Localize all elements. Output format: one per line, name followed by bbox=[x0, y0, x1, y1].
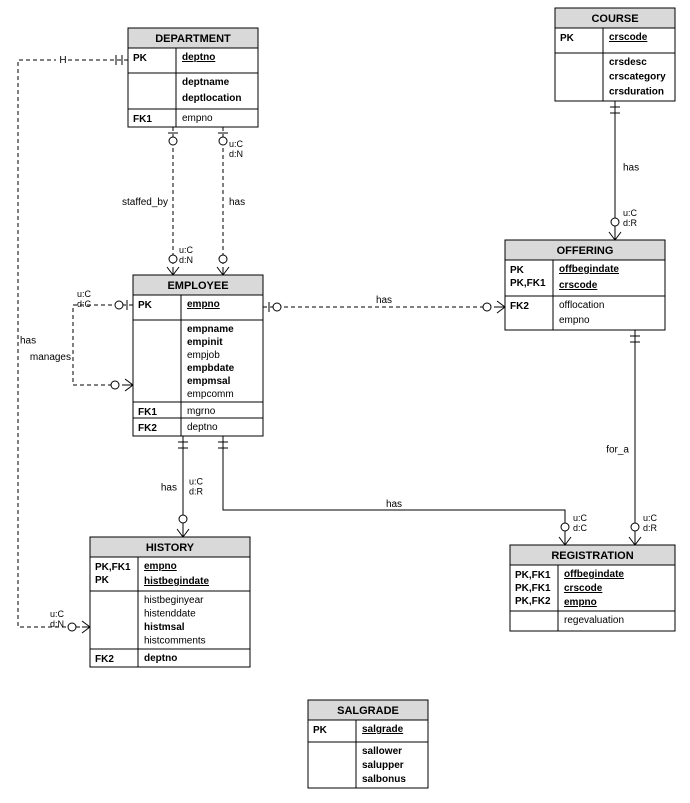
attr-label: crscategory bbox=[609, 72, 666, 83]
attr-label: empcomm bbox=[187, 389, 234, 400]
attr-label: crscode bbox=[564, 583, 603, 594]
attr-label: empname bbox=[187, 324, 234, 335]
key-label: PK bbox=[95, 575, 110, 586]
rel-label: has bbox=[161, 483, 177, 494]
key-label: PK bbox=[133, 53, 148, 64]
key-label: PK,FK1 bbox=[95, 562, 131, 573]
entity-salgrade: SALGRADE PK salgrade sallower salupper salbon… bbox=[308, 700, 428, 788]
entity-history: HISTORY PK,FK1 PK empno histbegindate histbeg… bbox=[90, 537, 250, 667]
rel-label: has bbox=[386, 499, 402, 510]
attr-label: deptlocation bbox=[182, 93, 241, 104]
attr-label: empinit bbox=[187, 337, 223, 348]
attr-label: offbegindate bbox=[559, 264, 619, 275]
cardinality-label: u:C bbox=[229, 139, 244, 149]
cardinality-label: d:N bbox=[50, 619, 64, 629]
cardinality-label: d:C bbox=[573, 523, 588, 533]
attr-label: histcomments bbox=[144, 636, 206, 647]
erd-diagram: DEPARTMENT PK deptno deptname deptlocation FK… bbox=[0, 0, 690, 803]
attr-label: mgrno bbox=[187, 406, 216, 417]
key-label: FK1 bbox=[133, 114, 152, 125]
attr-label: deptno bbox=[182, 52, 215, 63]
entity-title: COURSE bbox=[591, 13, 638, 25]
rel-label: for_a bbox=[606, 445, 629, 456]
rel-label: has bbox=[376, 295, 392, 306]
attr-label: salbonus bbox=[362, 774, 406, 785]
key-label: PK,FK1 bbox=[515, 583, 551, 594]
attr-label: empno bbox=[182, 113, 213, 124]
rel-label: has bbox=[623, 163, 639, 174]
attr-label: salgrade bbox=[362, 724, 404, 735]
cardinality-label: d:R bbox=[623, 218, 638, 228]
key-label: PK bbox=[560, 33, 575, 44]
entity-course: COURSE PK crscode crsdesc crscategory crsdura… bbox=[555, 8, 675, 101]
attr-label: empno bbox=[187, 299, 220, 310]
attr-label: histenddate bbox=[144, 609, 196, 620]
rel-label: has bbox=[229, 197, 245, 208]
key-label: PK,FK1 bbox=[510, 278, 546, 289]
rel-label: has bbox=[20, 336, 36, 347]
attr-label: regevaluation bbox=[564, 615, 624, 626]
key-label: PK bbox=[313, 725, 328, 736]
entity-registration: REGISTRATIONPK,FK1PK,FK1PK,FK2offbeginda… bbox=[510, 545, 675, 631]
cardinality-label: d:R bbox=[189, 487, 204, 497]
attr-label: histbeginyear bbox=[144, 595, 204, 606]
attr-label: salupper bbox=[362, 760, 404, 771]
cardinality-label: u:C bbox=[643, 513, 658, 523]
attr-label: empmsal bbox=[187, 376, 231, 387]
entity-title: HISTORY bbox=[146, 542, 195, 554]
attr-label: crsdesc bbox=[609, 57, 647, 68]
entity-title: SALGRADE bbox=[337, 705, 399, 717]
cardinality-label: u:C bbox=[50, 609, 65, 619]
key-label: PK bbox=[510, 265, 525, 276]
attr-label: deptno bbox=[187, 422, 218, 433]
cardinality-label: d:C bbox=[77, 299, 92, 309]
cardinality-label: u:C bbox=[189, 477, 204, 487]
attr-label: empjob bbox=[187, 350, 220, 361]
attr-label: histmsal bbox=[144, 622, 185, 633]
key-label: PK,FK1 bbox=[515, 570, 551, 581]
key-label: PK bbox=[138, 300, 153, 311]
attr-label: empno bbox=[144, 561, 177, 572]
attr-label: sallower bbox=[362, 746, 402, 757]
rel-label: manages bbox=[30, 352, 71, 363]
attr-label: deptno bbox=[144, 653, 177, 664]
attr-label: empbdate bbox=[187, 363, 235, 374]
attr-label: crscode bbox=[559, 280, 598, 291]
entity-employee: EMPLOYEE PK empno empname empinit empjob empbd… bbox=[133, 275, 263, 436]
entity-department: DEPARTMENT PK deptno deptname deptlocation FK… bbox=[128, 28, 258, 127]
entity-title: EMPLOYEE bbox=[167, 280, 228, 292]
attr-label: empno bbox=[559, 315, 590, 326]
rel-label: staffed_by bbox=[122, 197, 168, 208]
attr-label: crscode bbox=[609, 32, 648, 43]
attr-label: histbegindate bbox=[144, 576, 209, 587]
cardinality-label: u:C bbox=[623, 208, 638, 218]
entity-offering: OFFERING PK PK,FK1 offbegindate crscode FK2 of… bbox=[505, 240, 665, 330]
key-label: FK1 bbox=[138, 407, 157, 418]
cardinality-label: u:C bbox=[573, 513, 588, 523]
entity-title: OFFERING bbox=[557, 245, 614, 257]
key-label: FK2 bbox=[138, 423, 157, 434]
cardinality-label: d:R bbox=[643, 523, 658, 533]
attr-label: crsduration bbox=[609, 86, 664, 97]
entity-title: DEPARTMENT bbox=[155, 33, 231, 45]
cardinality-label: d:N bbox=[229, 149, 243, 159]
key-label: FK2 bbox=[95, 654, 114, 665]
key-label: PK,FK2 bbox=[515, 596, 551, 607]
attr-label: offlocation bbox=[559, 300, 604, 311]
cardinality-label: u:C bbox=[179, 245, 194, 255]
rel-label: H bbox=[59, 55, 66, 66]
attr-label: empno bbox=[564, 597, 597, 608]
cardinality-label: u:C bbox=[77, 289, 92, 299]
attr-label: offbegindate bbox=[564, 569, 624, 580]
attr-label: deptname bbox=[182, 77, 230, 88]
key-label: FK2 bbox=[510, 301, 529, 312]
entity-title: REGISTRATION bbox=[551, 550, 633, 562]
cardinality-label: d:N bbox=[179, 255, 193, 265]
